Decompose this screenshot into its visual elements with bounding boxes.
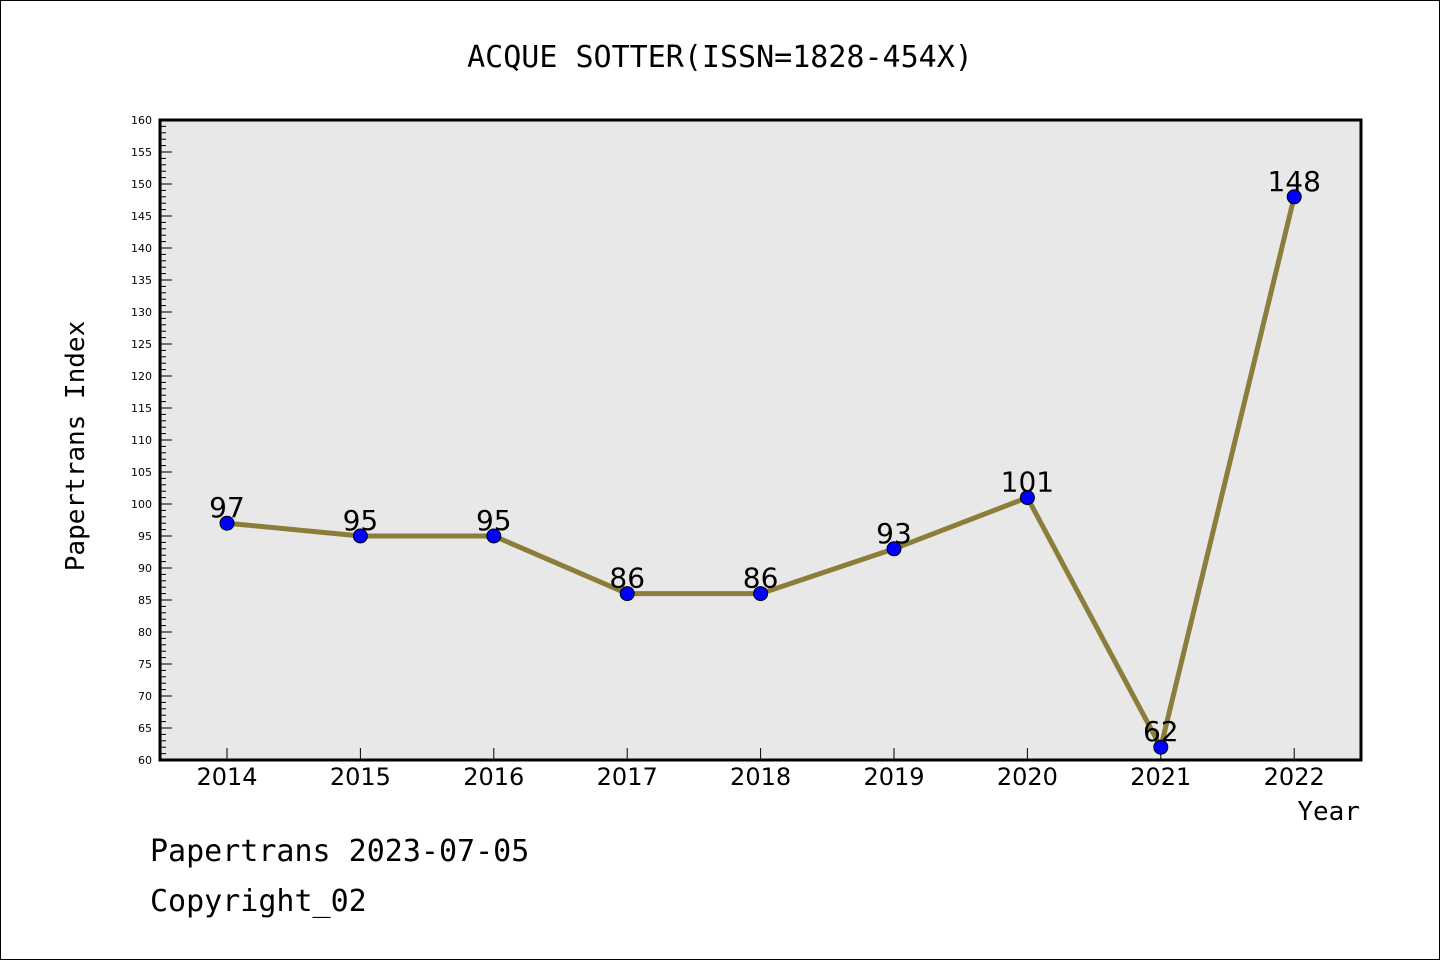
data-point xyxy=(219,515,235,531)
x-tick-label: 2015 xyxy=(330,763,391,791)
y-tick-label: 130 xyxy=(131,306,152,319)
plot-area xyxy=(160,120,1361,760)
data-label: 95 xyxy=(476,504,512,537)
x-axis: 2014 2015 2016 2017 2018 2019 2020 2021 2022 xyxy=(196,748,1325,791)
y-tick-label: 70 xyxy=(138,690,152,703)
y-tick-label: 75 xyxy=(138,658,152,671)
data-label: 95 xyxy=(343,504,379,537)
data-labels: 97 95 95 86 86 93 101 62 148 xyxy=(209,165,1321,748)
y-tick-label: 105 xyxy=(131,466,152,479)
plot-border xyxy=(158,118,1363,762)
y-tick-label: 95 xyxy=(138,530,152,543)
data-label: 93 xyxy=(876,517,912,550)
y-tick-label: 155 xyxy=(131,146,152,159)
y-tick-label: 60 xyxy=(138,754,152,767)
data-point xyxy=(486,528,502,544)
footer-copyright: Copyright_02 xyxy=(150,884,367,919)
chart-title: ACQUE SOTTER(ISSN=1828-454X) xyxy=(467,40,973,75)
y-tick-label: 160 xyxy=(131,114,152,127)
data-point xyxy=(619,586,635,602)
x-tick-label: 2019 xyxy=(863,763,924,791)
x-tick-label: 2021 xyxy=(1130,763,1191,791)
y-tick-label: 110 xyxy=(131,434,152,447)
x-tick-label: 2020 xyxy=(997,763,1058,791)
x-tick-label: 2017 xyxy=(597,763,658,791)
data-point xyxy=(1153,739,1169,755)
x-tick-label: 2018 xyxy=(730,763,791,791)
footer-date: Papertrans 2023-07-05 xyxy=(150,834,530,869)
x-tick-label: 2022 xyxy=(1264,763,1325,791)
y-tick-label: 115 xyxy=(131,402,152,415)
y-tick-label: 125 xyxy=(131,338,152,351)
y-tick-label: 100 xyxy=(131,498,152,511)
x-tick-label: 2014 xyxy=(196,763,257,791)
data-point xyxy=(1286,189,1302,205)
y-tick-label: 90 xyxy=(138,562,152,575)
x-tick-label: 2016 xyxy=(463,763,524,791)
data-point xyxy=(753,586,769,602)
y-tick-label: 65 xyxy=(138,722,152,735)
series-markers xyxy=(219,189,1302,755)
data-point xyxy=(886,541,902,557)
data-label: 62 xyxy=(1143,715,1179,748)
y-tick-label: 140 xyxy=(131,242,152,255)
data-point xyxy=(1019,490,1035,506)
y-tick-label: 150 xyxy=(131,178,152,191)
x-axis-label: Year xyxy=(1297,797,1360,827)
y-tick-label: 145 xyxy=(131,210,152,223)
data-label: 86 xyxy=(609,562,645,595)
y-tick-label: 85 xyxy=(138,594,152,607)
y-tick-label: 80 xyxy=(138,626,152,639)
y-tick-label: 120 xyxy=(131,370,152,383)
data-label: 148 xyxy=(1267,165,1320,198)
y-tick-label: 135 xyxy=(131,274,152,287)
y-axis-label: Papertrans Index xyxy=(61,321,91,571)
data-point xyxy=(352,528,368,544)
data-label: 101 xyxy=(1001,466,1054,499)
data-label: 97 xyxy=(209,491,245,524)
data-label: 86 xyxy=(743,562,779,595)
